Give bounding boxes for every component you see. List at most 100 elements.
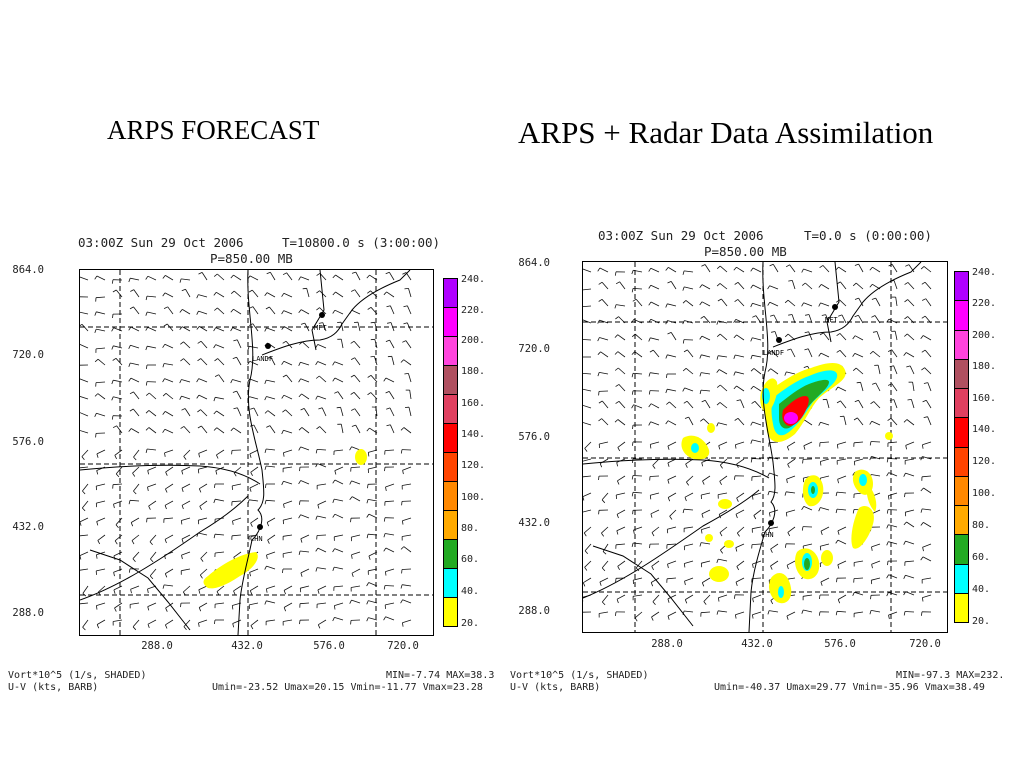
wind-barb-flag [921, 611, 923, 616]
wind-barb [820, 302, 830, 307]
wind-barb-flag [838, 314, 843, 317]
wind-barb [368, 513, 378, 519]
wind-barb-flag [803, 365, 808, 368]
wind-barb-flag [597, 351, 601, 355]
wind-barb-flag [282, 568, 284, 574]
wind-barb-flag [614, 351, 619, 355]
wind-barb-flag [145, 326, 149, 331]
wind-barb-flag [819, 546, 822, 551]
wind-barb [165, 602, 174, 609]
wind-barb [820, 543, 830, 547]
wind-barb [790, 348, 796, 358]
colorbar-swatch [955, 534, 968, 564]
wind-barb-flag [770, 600, 774, 605]
wind-barb-flag [684, 581, 686, 586]
wind-barb-flag [805, 314, 810, 316]
wind-barb [808, 331, 813, 341]
wind-barb [923, 266, 932, 273]
wind-barb [386, 291, 395, 298]
wind-barb [836, 610, 847, 613]
wind-barb-flag [700, 418, 704, 422]
wind-barb-flag [283, 503, 285, 508]
wind-barb-flag [871, 297, 876, 300]
wind-barb [786, 475, 796, 480]
wind-barb [334, 466, 344, 471]
wind-barb-flag [368, 555, 371, 560]
wind-barb [736, 385, 745, 392]
wind-barb-flag [282, 374, 287, 378]
wind-barb-flag [684, 497, 687, 502]
wind-barb [904, 560, 915, 563]
wind-barb-flag [701, 264, 706, 267]
wind-barb [165, 619, 174, 626]
wind-barb-flag [317, 624, 321, 629]
wind-barb [317, 547, 327, 553]
wind-barb [300, 585, 310, 589]
wind-barb-flag [733, 266, 737, 271]
wind-barb [81, 324, 89, 332]
wind-barb-flag [94, 413, 97, 417]
wind-barb [351, 309, 361, 315]
wind-barb-flag [616, 599, 619, 604]
wind-barb [701, 542, 711, 545]
wind-barb [317, 395, 327, 400]
wind-barb-flag [367, 392, 372, 396]
wind-barb [667, 560, 677, 565]
wind-barb-flag [299, 500, 301, 505]
wind-barb-flag [584, 448, 588, 452]
wind-barb-flag [750, 385, 754, 390]
wind-barb [735, 611, 745, 616]
wind-barb [601, 560, 609, 569]
wind-barb [583, 339, 592, 341]
wind-barb [147, 602, 157, 607]
wind-barb [408, 373, 412, 383]
wind-barb [667, 354, 677, 358]
wind-barb-flag [367, 484, 369, 489]
wind-barb [80, 395, 89, 400]
wind-barb [925, 400, 932, 409]
wind-barb-flag [197, 340, 202, 344]
wind-barb-flag [316, 272, 321, 276]
wind-barb-flag [247, 361, 251, 365]
wind-barb-flag [400, 427, 405, 431]
wind-barb-flag [819, 332, 824, 336]
wind-barb [270, 356, 276, 366]
wind-barb [80, 534, 89, 537]
wind-barb-flag [734, 299, 739, 303]
footer-field-shaded: Vort*10^5 (1/s, SHADED) [510, 670, 649, 681]
wind-barb [340, 339, 344, 349]
wind-barb [769, 456, 779, 460]
wind-barb [181, 466, 191, 471]
wind-barb-flag [683, 349, 688, 353]
wind-barb [650, 337, 660, 341]
wind-barb-flag [249, 306, 254, 309]
wind-barb [233, 308, 242, 315]
wind-barb [685, 300, 694, 307]
wind-barb-flag [701, 513, 704, 518]
x-tick: 288.0 [141, 640, 173, 652]
wind-barb-flag [784, 371, 787, 376]
wind-barb-flag [870, 401, 875, 405]
wind-barb [317, 344, 327, 349]
wind-barb [317, 500, 327, 506]
wind-barb-flag [349, 480, 352, 485]
wind-barb [787, 441, 796, 448]
wind-barb [283, 360, 293, 366]
wind-barb [685, 367, 694, 375]
wind-barb-flag [366, 513, 370, 518]
wind-barb [650, 403, 660, 409]
wind-barb [200, 568, 208, 576]
wind-barb [164, 363, 174, 366]
wind-barb [319, 375, 327, 383]
wind-barb [752, 337, 762, 341]
wind-barb [231, 500, 242, 503]
wind-barb [334, 548, 344, 553]
wind-barb-flag [132, 558, 136, 562]
wind-barb [888, 492, 898, 496]
wind-barb [402, 483, 412, 486]
wind-barb-flag [733, 354, 736, 359]
wind-barb [837, 526, 847, 532]
wind-barb-flag [667, 462, 670, 467]
wind-barb [667, 526, 677, 530]
x-tick: 720.0 [909, 638, 941, 650]
